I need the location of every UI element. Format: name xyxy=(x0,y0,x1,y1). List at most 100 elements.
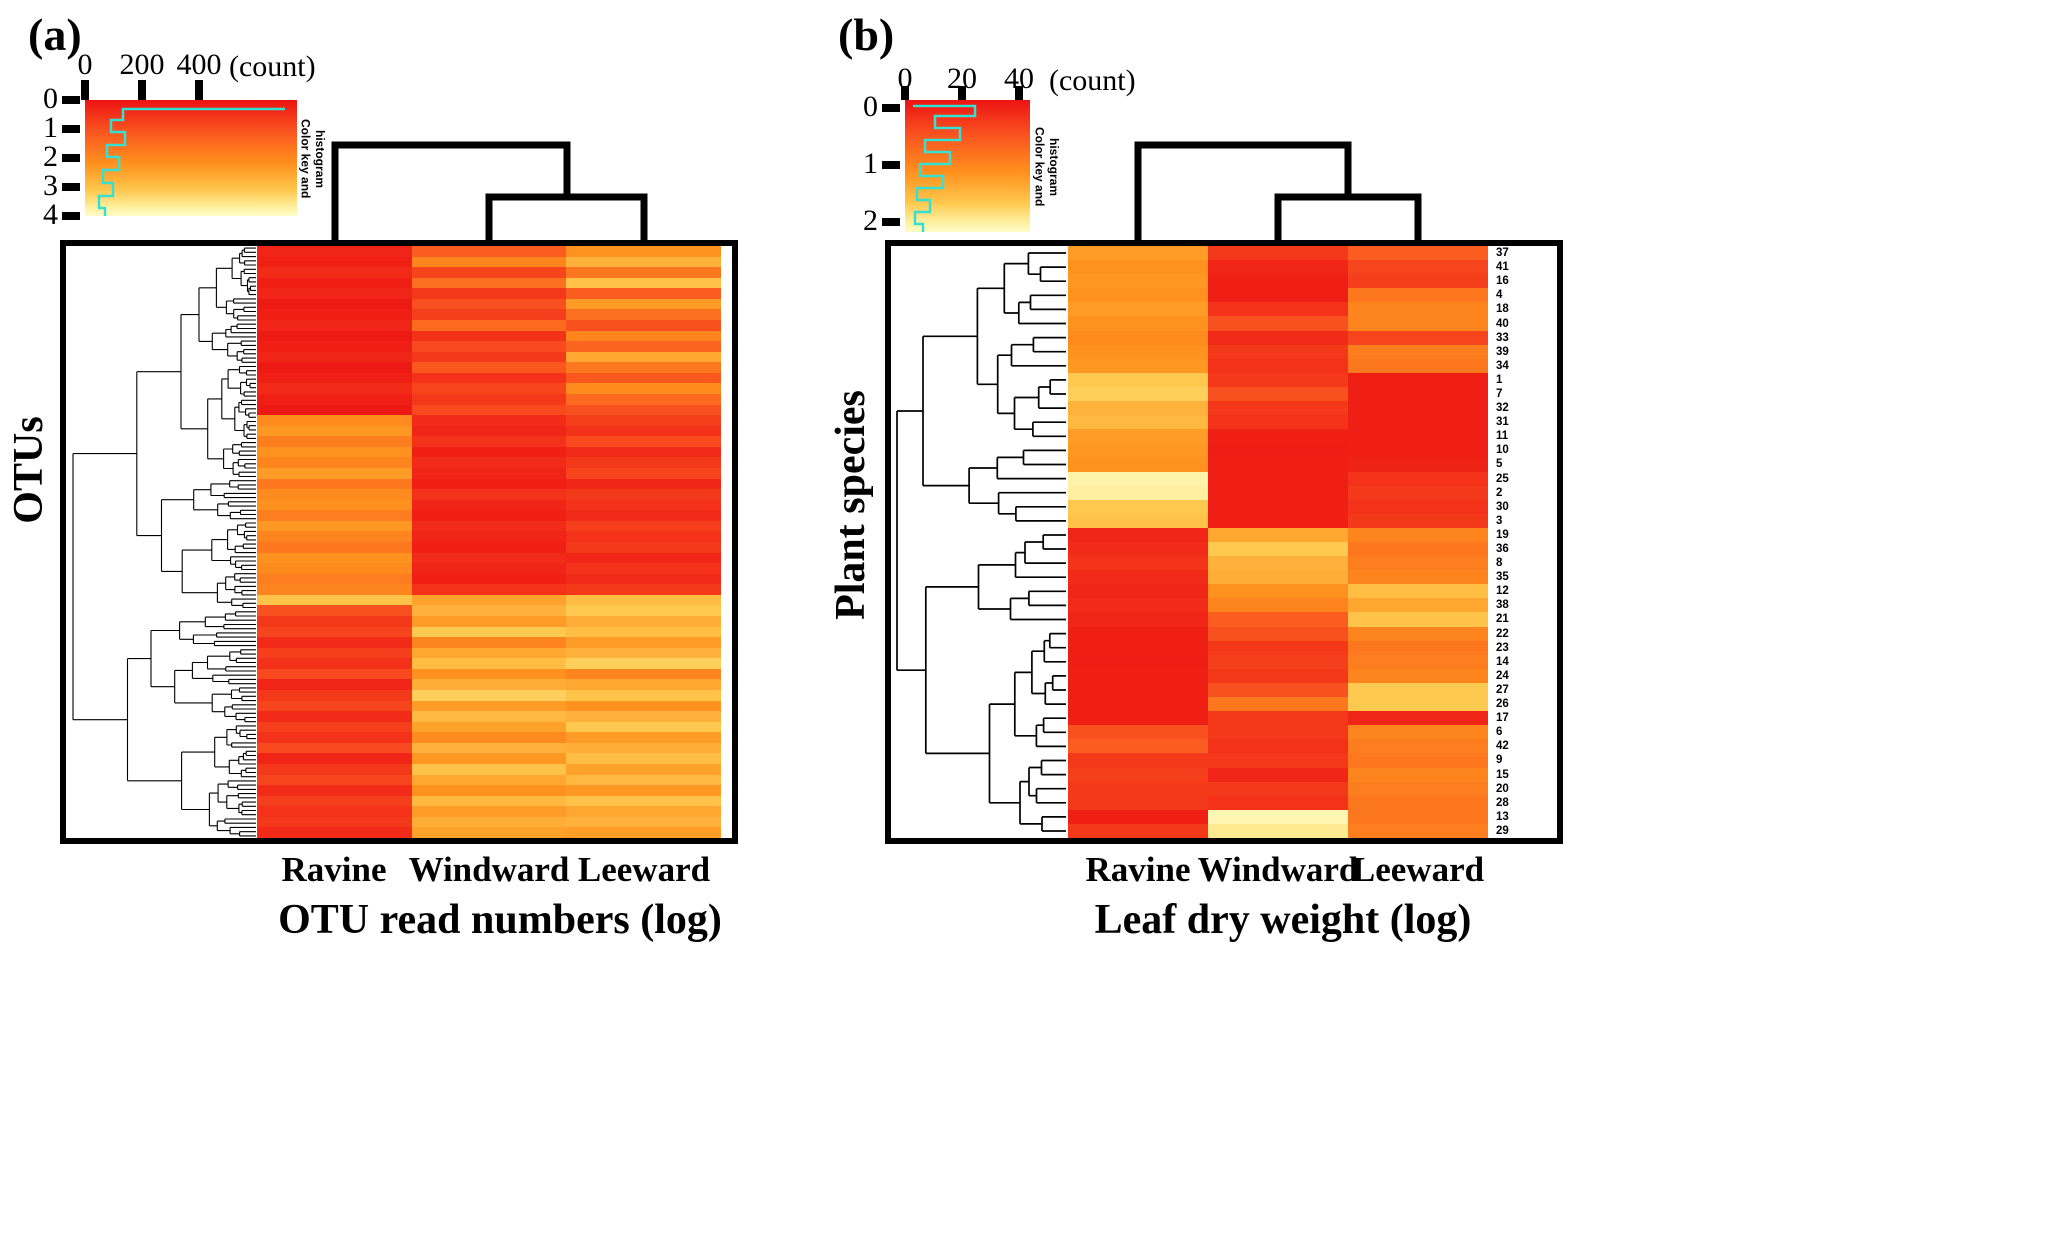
heatmap-cell xyxy=(257,425,412,437)
heatmap-cell xyxy=(257,795,412,807)
column-label-b-windward: Windward xyxy=(1197,850,1359,889)
heatmap-cell xyxy=(1348,541,1488,557)
heatmap-cell xyxy=(566,415,721,426)
row-label: 4 xyxy=(1496,289,1503,302)
heatmap-cell xyxy=(411,637,567,648)
heatmap-cell xyxy=(1208,485,1348,500)
heatmap-cell xyxy=(1208,330,1348,345)
heatmap-cell xyxy=(257,319,412,331)
heatmap-cell xyxy=(566,351,721,363)
heatmap-cell xyxy=(1068,809,1208,824)
count-axis-unit-b: (count) xyxy=(1049,64,1136,97)
row-label: 33 xyxy=(1496,331,1509,344)
row-label: 16 xyxy=(1496,275,1509,288)
heatmap-cell xyxy=(1208,386,1348,402)
heatmap-cell xyxy=(411,436,567,447)
heatmap-cell xyxy=(411,362,567,373)
row-label: 18 xyxy=(1496,303,1509,316)
x-axis-title-b: Leaf dry weight (log) xyxy=(1094,897,1472,943)
heatmap-cell xyxy=(1208,598,1348,613)
heatmap-cell xyxy=(1348,668,1488,683)
row-label: 35 xyxy=(1496,571,1509,584)
row-label: 21 xyxy=(1496,613,1509,626)
heatmap-cell xyxy=(566,658,721,669)
heatmap-cell xyxy=(566,785,721,796)
row-dendrogram-b xyxy=(896,252,1066,832)
heatmap-cell xyxy=(1208,654,1348,669)
heatmap-cell xyxy=(566,816,721,828)
heatmap-cell xyxy=(411,510,567,521)
value-axis-tick-label: 0 xyxy=(863,90,878,123)
row-label: 42 xyxy=(1496,740,1509,753)
heatmap-cell xyxy=(566,732,721,743)
heatmap-cell xyxy=(1348,753,1488,768)
heatmap-cell xyxy=(566,700,721,712)
heatmap-cell xyxy=(566,552,721,564)
value-axis-tick-label: 2 xyxy=(43,140,58,173)
count-axis-tick-label: 400 xyxy=(176,48,222,81)
heatmap-cell xyxy=(1068,781,1208,796)
count-axis-tick xyxy=(81,80,89,100)
heatmap-cell xyxy=(566,763,721,775)
heatmap-cell xyxy=(257,763,412,775)
value-axis-tick-label: 0 xyxy=(43,82,58,115)
heatmap-cell xyxy=(1068,274,1208,289)
heatmap-cell xyxy=(411,309,567,320)
heatmap-cell xyxy=(257,277,412,289)
heatmap-cell xyxy=(1068,372,1208,387)
heatmap-cell xyxy=(1208,541,1348,557)
row-label: 6 xyxy=(1496,726,1503,739)
heatmap-cell xyxy=(1208,344,1348,359)
heatmap-cell xyxy=(1348,823,1488,838)
heatmap-cell xyxy=(257,457,412,468)
heatmap-cell xyxy=(1208,682,1348,698)
heatmap-cell xyxy=(411,256,567,268)
heatmap-cell xyxy=(566,478,721,490)
heatmap-cell xyxy=(566,806,721,817)
count-axis-tick xyxy=(958,86,966,100)
heatmap-cell xyxy=(257,309,412,320)
heatmap-cell xyxy=(1208,711,1348,726)
heatmap-cell xyxy=(1068,668,1208,683)
count-axis-tick-label: 0 xyxy=(77,48,93,81)
heatmap-cell xyxy=(257,383,412,394)
count-axis-tick-label: 20 xyxy=(947,62,977,95)
heatmap-cell xyxy=(1208,767,1348,782)
heatmap-cell xyxy=(411,298,567,310)
count-axis-tick xyxy=(1015,86,1023,100)
color-key-caption-a: Color key and histogram xyxy=(298,119,327,199)
heatmap-cell xyxy=(411,753,567,764)
heatmap-cell xyxy=(257,446,412,458)
row-label: 20 xyxy=(1496,782,1509,795)
heatmap-cell xyxy=(1348,767,1488,782)
heatmap-b xyxy=(1068,246,1488,838)
heatmap-cell xyxy=(411,679,567,690)
heatmap-cell xyxy=(566,362,721,373)
heatmap-cell xyxy=(411,541,567,553)
heatmap-cell xyxy=(257,351,412,363)
count-axis-tick-label: 40 xyxy=(1004,62,1034,95)
panel-a-label: (a) xyxy=(28,9,82,60)
heatmap-cell xyxy=(257,298,412,310)
heatmap-cell xyxy=(411,425,567,437)
heatmap-cell xyxy=(1348,795,1488,810)
value-axis-tick-label: 4 xyxy=(43,198,58,231)
color-key-histogram-trace-b xyxy=(913,104,977,232)
heatmap-cell xyxy=(257,700,412,712)
heatmap-cell xyxy=(411,615,567,627)
heatmap-cell xyxy=(566,827,721,838)
heatmap-cell xyxy=(411,816,567,828)
heatmap-cell xyxy=(257,499,412,511)
row-label: 39 xyxy=(1496,345,1509,358)
row-label: 25 xyxy=(1496,472,1509,485)
row-label: 17 xyxy=(1496,712,1509,725)
row-label: 26 xyxy=(1496,698,1509,711)
heatmap-cell xyxy=(566,711,721,722)
heatmap-cell xyxy=(411,531,567,542)
heatmap-cell xyxy=(1208,640,1348,655)
heatmap-cell xyxy=(566,372,721,384)
heatmap-cell xyxy=(1068,358,1208,373)
column-label-a-ravine: Ravine xyxy=(281,850,387,889)
row-label: 28 xyxy=(1496,796,1509,809)
